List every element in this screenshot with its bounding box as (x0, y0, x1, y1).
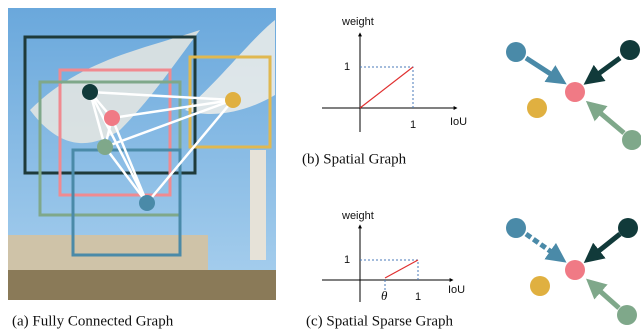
figure: (a) Fully Connected Graph weight 1 1 IoU… (0, 0, 641, 335)
caption: (a) Fully Connected Graph (12, 313, 174, 329)
graph-b (506, 40, 641, 150)
y-tick: 1 (344, 254, 350, 266)
node (225, 92, 241, 108)
node (104, 110, 120, 126)
y-label: weight (341, 210, 374, 222)
curve (385, 260, 418, 278)
caption: (b) Spatial Graph (302, 151, 407, 167)
graph-c (506, 218, 638, 325)
x-tick: 1 (415, 291, 421, 303)
photo-panel (8, 8, 276, 300)
x-label: IoU (450, 116, 467, 128)
caption: (c) Spatial Sparse Graph (306, 313, 454, 329)
node (139, 195, 155, 211)
lighthouse (250, 150, 266, 260)
x-tick: 1 (410, 119, 416, 131)
x-label: IoU (448, 284, 465, 296)
x-tick: θ (381, 288, 388, 303)
y-tick: 1 (344, 61, 350, 73)
node (82, 84, 98, 100)
plot-b: weight 1 1 IoU (322, 16, 467, 132)
node (97, 139, 113, 155)
ground (8, 270, 276, 300)
curve (360, 67, 413, 108)
y-label: weight (341, 16, 374, 28)
plot-c: weight 1 θ 1 IoU (322, 210, 465, 303)
